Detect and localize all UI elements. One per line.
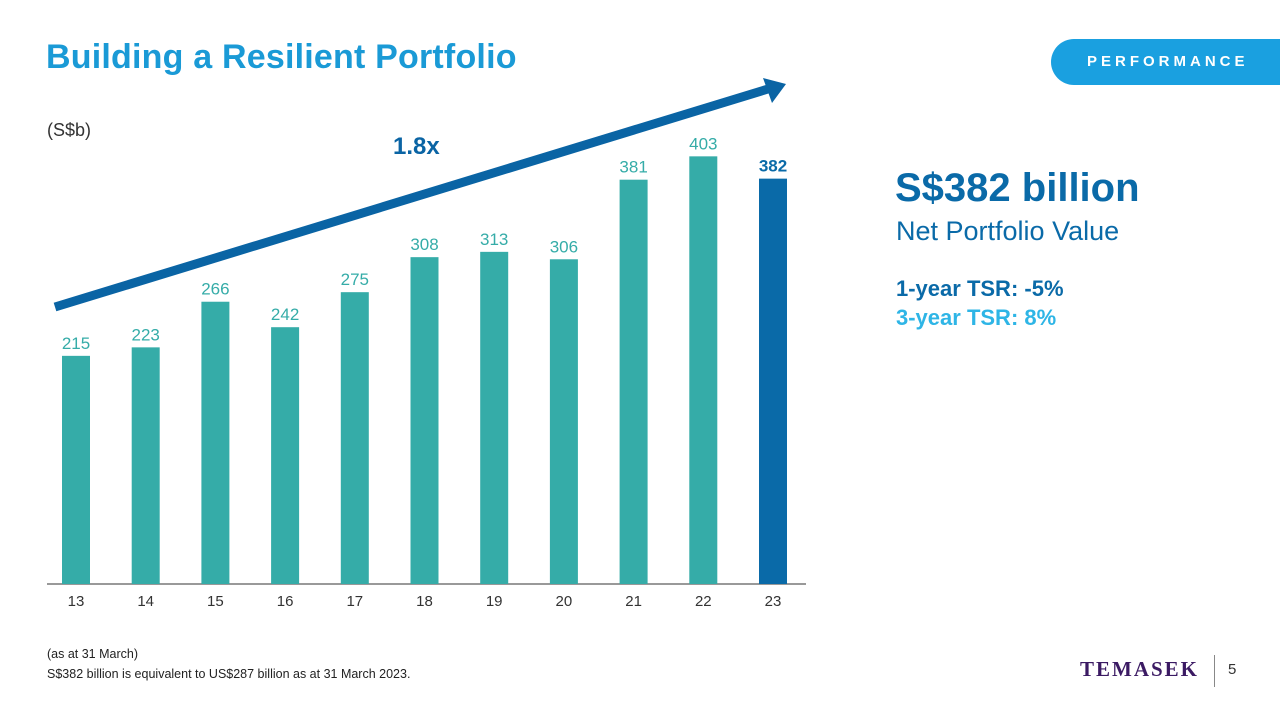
bar-value-label: 306 <box>550 237 578 256</box>
trend-arrow-head <box>763 78 786 103</box>
bar-value-label: 275 <box>341 270 369 289</box>
section-badge: PERFORMANCE <box>1051 39 1280 85</box>
x-tick-label: 19 <box>486 593 503 610</box>
bar-16 <box>271 327 300 584</box>
bar-17 <box>340 292 369 584</box>
x-tick-label: 16 <box>277 593 294 610</box>
kpi-value: S$382 billion <box>895 166 1140 210</box>
bar-20 <box>549 259 578 584</box>
growth-annotation: 1.8x <box>393 133 440 160</box>
bar-21 <box>619 179 648 584</box>
footer-divider <box>1214 655 1215 687</box>
page-title: Building a Resilient Portfolio <box>46 38 517 76</box>
tsr-1-year: 1-year TSR: -5% <box>896 276 1064 301</box>
bar-22 <box>689 156 718 584</box>
bar-value-label: 223 <box>132 325 160 344</box>
bar-value-label: 308 <box>410 235 438 254</box>
x-tick-label: 18 <box>416 593 433 610</box>
x-tick-label: 22 <box>695 593 712 610</box>
x-tick-label: 15 <box>207 593 224 610</box>
page-number: 5 <box>1228 661 1237 678</box>
x-tick-label: 17 <box>346 593 363 610</box>
x-tick-label: 23 <box>765 593 782 610</box>
bar-value-label: 313 <box>480 230 508 249</box>
bar-value-label: 242 <box>271 305 299 324</box>
bar-18 <box>410 257 439 584</box>
bar-value-label: 403 <box>689 134 717 153</box>
x-tick-label: 20 <box>556 593 573 610</box>
chart-unit-label: (S$b) <box>47 120 92 140</box>
bar-value-label: 382 <box>759 157 787 176</box>
bar-19 <box>480 251 509 585</box>
temasek-logo: TEMASEK <box>1080 657 1200 681</box>
bar-15 <box>201 301 230 584</box>
kpi-label: Net Portfolio Value <box>896 216 1120 246</box>
x-tick-label: 21 <box>625 593 642 610</box>
bar-23 <box>759 178 787 584</box>
x-tick-label: 13 <box>68 593 85 610</box>
bar-14 <box>131 347 160 584</box>
footnote-date: (as at 31 March) <box>47 647 139 661</box>
tsr-3-year: 3-year TSR: 8% <box>896 305 1057 330</box>
bar-value-label: 215 <box>62 334 90 353</box>
bar-value-label: 266 <box>201 280 229 299</box>
trend-arrow-shaft <box>53 84 770 312</box>
bar-value-label: 381 <box>619 158 647 177</box>
x-tick-label: 14 <box>137 593 154 610</box>
footnote-conversion: S$382 billion is equivalent to US$287 bi… <box>47 667 411 681</box>
bar-chart: 215 13 223 14 266 15 242 16 275 17 308 18 313 19 306 20… <box>47 78 806 610</box>
bar-13 <box>62 355 90 584</box>
